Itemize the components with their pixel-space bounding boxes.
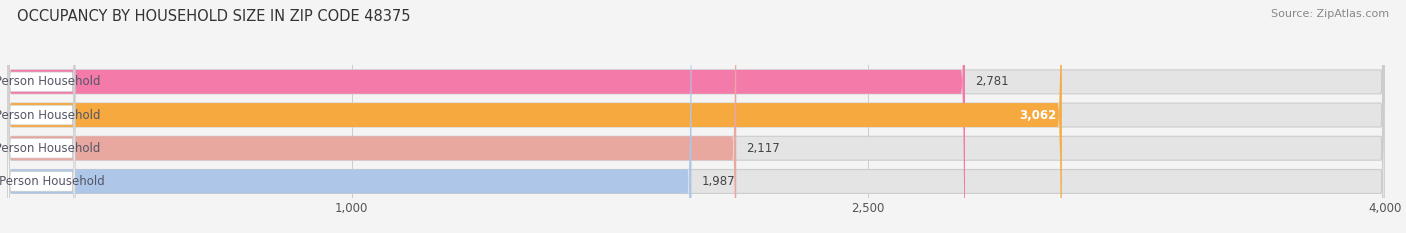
Text: 2-Person Household: 2-Person Household bbox=[0, 109, 100, 122]
FancyBboxPatch shape bbox=[7, 0, 1385, 233]
FancyBboxPatch shape bbox=[7, 0, 737, 233]
Text: 3,062: 3,062 bbox=[1019, 109, 1057, 122]
FancyBboxPatch shape bbox=[7, 0, 692, 233]
FancyBboxPatch shape bbox=[7, 0, 965, 233]
FancyBboxPatch shape bbox=[7, 0, 1062, 233]
Text: 2,781: 2,781 bbox=[976, 75, 1010, 88]
FancyBboxPatch shape bbox=[7, 0, 75, 233]
FancyBboxPatch shape bbox=[7, 0, 1385, 233]
Text: 1-Person Household: 1-Person Household bbox=[0, 75, 100, 88]
Text: 4+ Person Household: 4+ Person Household bbox=[0, 175, 104, 188]
FancyBboxPatch shape bbox=[7, 0, 75, 233]
Text: 3-Person Household: 3-Person Household bbox=[0, 142, 100, 155]
Text: OCCUPANCY BY HOUSEHOLD SIZE IN ZIP CODE 48375: OCCUPANCY BY HOUSEHOLD SIZE IN ZIP CODE … bbox=[17, 9, 411, 24]
Text: 1,987: 1,987 bbox=[702, 175, 735, 188]
FancyBboxPatch shape bbox=[7, 0, 1385, 233]
Text: 2,117: 2,117 bbox=[747, 142, 780, 155]
FancyBboxPatch shape bbox=[7, 0, 1385, 233]
FancyBboxPatch shape bbox=[7, 0, 75, 233]
Text: Source: ZipAtlas.com: Source: ZipAtlas.com bbox=[1271, 9, 1389, 19]
FancyBboxPatch shape bbox=[7, 0, 75, 233]
